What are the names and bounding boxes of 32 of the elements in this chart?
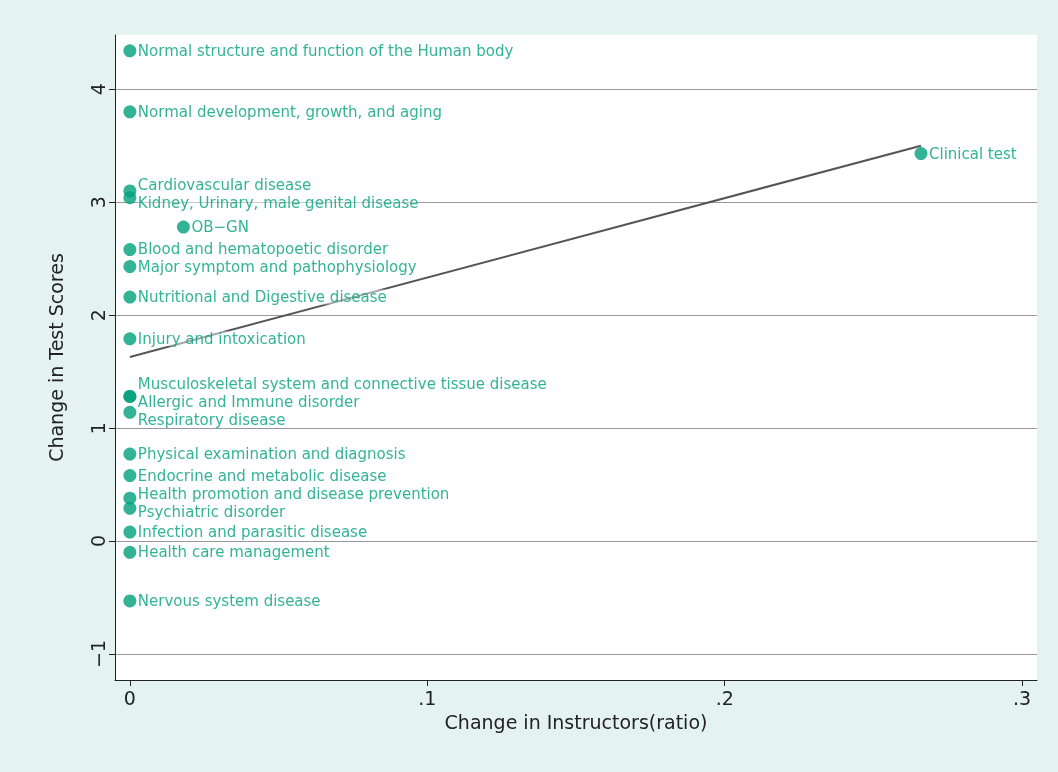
annotation: Endocrine and metabolic disease	[137, 466, 387, 485]
y-tick-label: 3	[86, 196, 109, 209]
annotation: Normal development, growth, and aging	[137, 102, 443, 121]
annotation: Cardiovascular disease	[137, 176, 312, 195]
y-tick-label: 0	[86, 535, 109, 548]
annotation: Psychiatric disorder	[137, 503, 287, 522]
annotation: Normal structure and function of the Human body	[137, 41, 514, 60]
y-tick-label: 2	[86, 309, 109, 322]
annotation: Respiratory disease	[137, 410, 286, 429]
annotation: Health promotion and disease prevention	[137, 485, 450, 504]
x-tick-label: .3	[1013, 686, 1032, 709]
annotation: Physical examination and diagnosis	[137, 445, 406, 464]
annotation: Nutritional and Digestive disease	[137, 288, 387, 307]
y-tick-label: −1	[86, 640, 109, 669]
y-axis-title: Change in Test Scores	[44, 253, 67, 462]
annotation: Nervous system disease	[137, 591, 321, 610]
annotation: Kidney, Urinary, male genital disease	[137, 194, 419, 213]
x-tick-label: 0	[123, 686, 136, 709]
x-tick-label: .2	[715, 686, 734, 709]
annotation: Injury and intoxication	[137, 329, 306, 348]
y-tick-label: 4	[86, 83, 109, 96]
y-tick-label: 1	[86, 422, 109, 435]
annotation: Major symptom and pathophysiology	[137, 258, 417, 277]
annotation: Blood and hematopoetic disorder	[137, 240, 389, 259]
annotation: Health care management	[137, 543, 330, 562]
x-tick-label: .1	[418, 686, 437, 709]
annotation: OB−GN	[191, 218, 249, 237]
annotation: Clinical test	[929, 144, 1017, 163]
annotation: Musculoskeletal system and connective tissue disease	[137, 374, 547, 393]
annotation: Allergic and Immune disorder	[137, 392, 361, 411]
annotation: Infection and parasitic disease	[137, 523, 368, 542]
x-axis-title: Change in Instructors(ratio)	[444, 710, 708, 733]
